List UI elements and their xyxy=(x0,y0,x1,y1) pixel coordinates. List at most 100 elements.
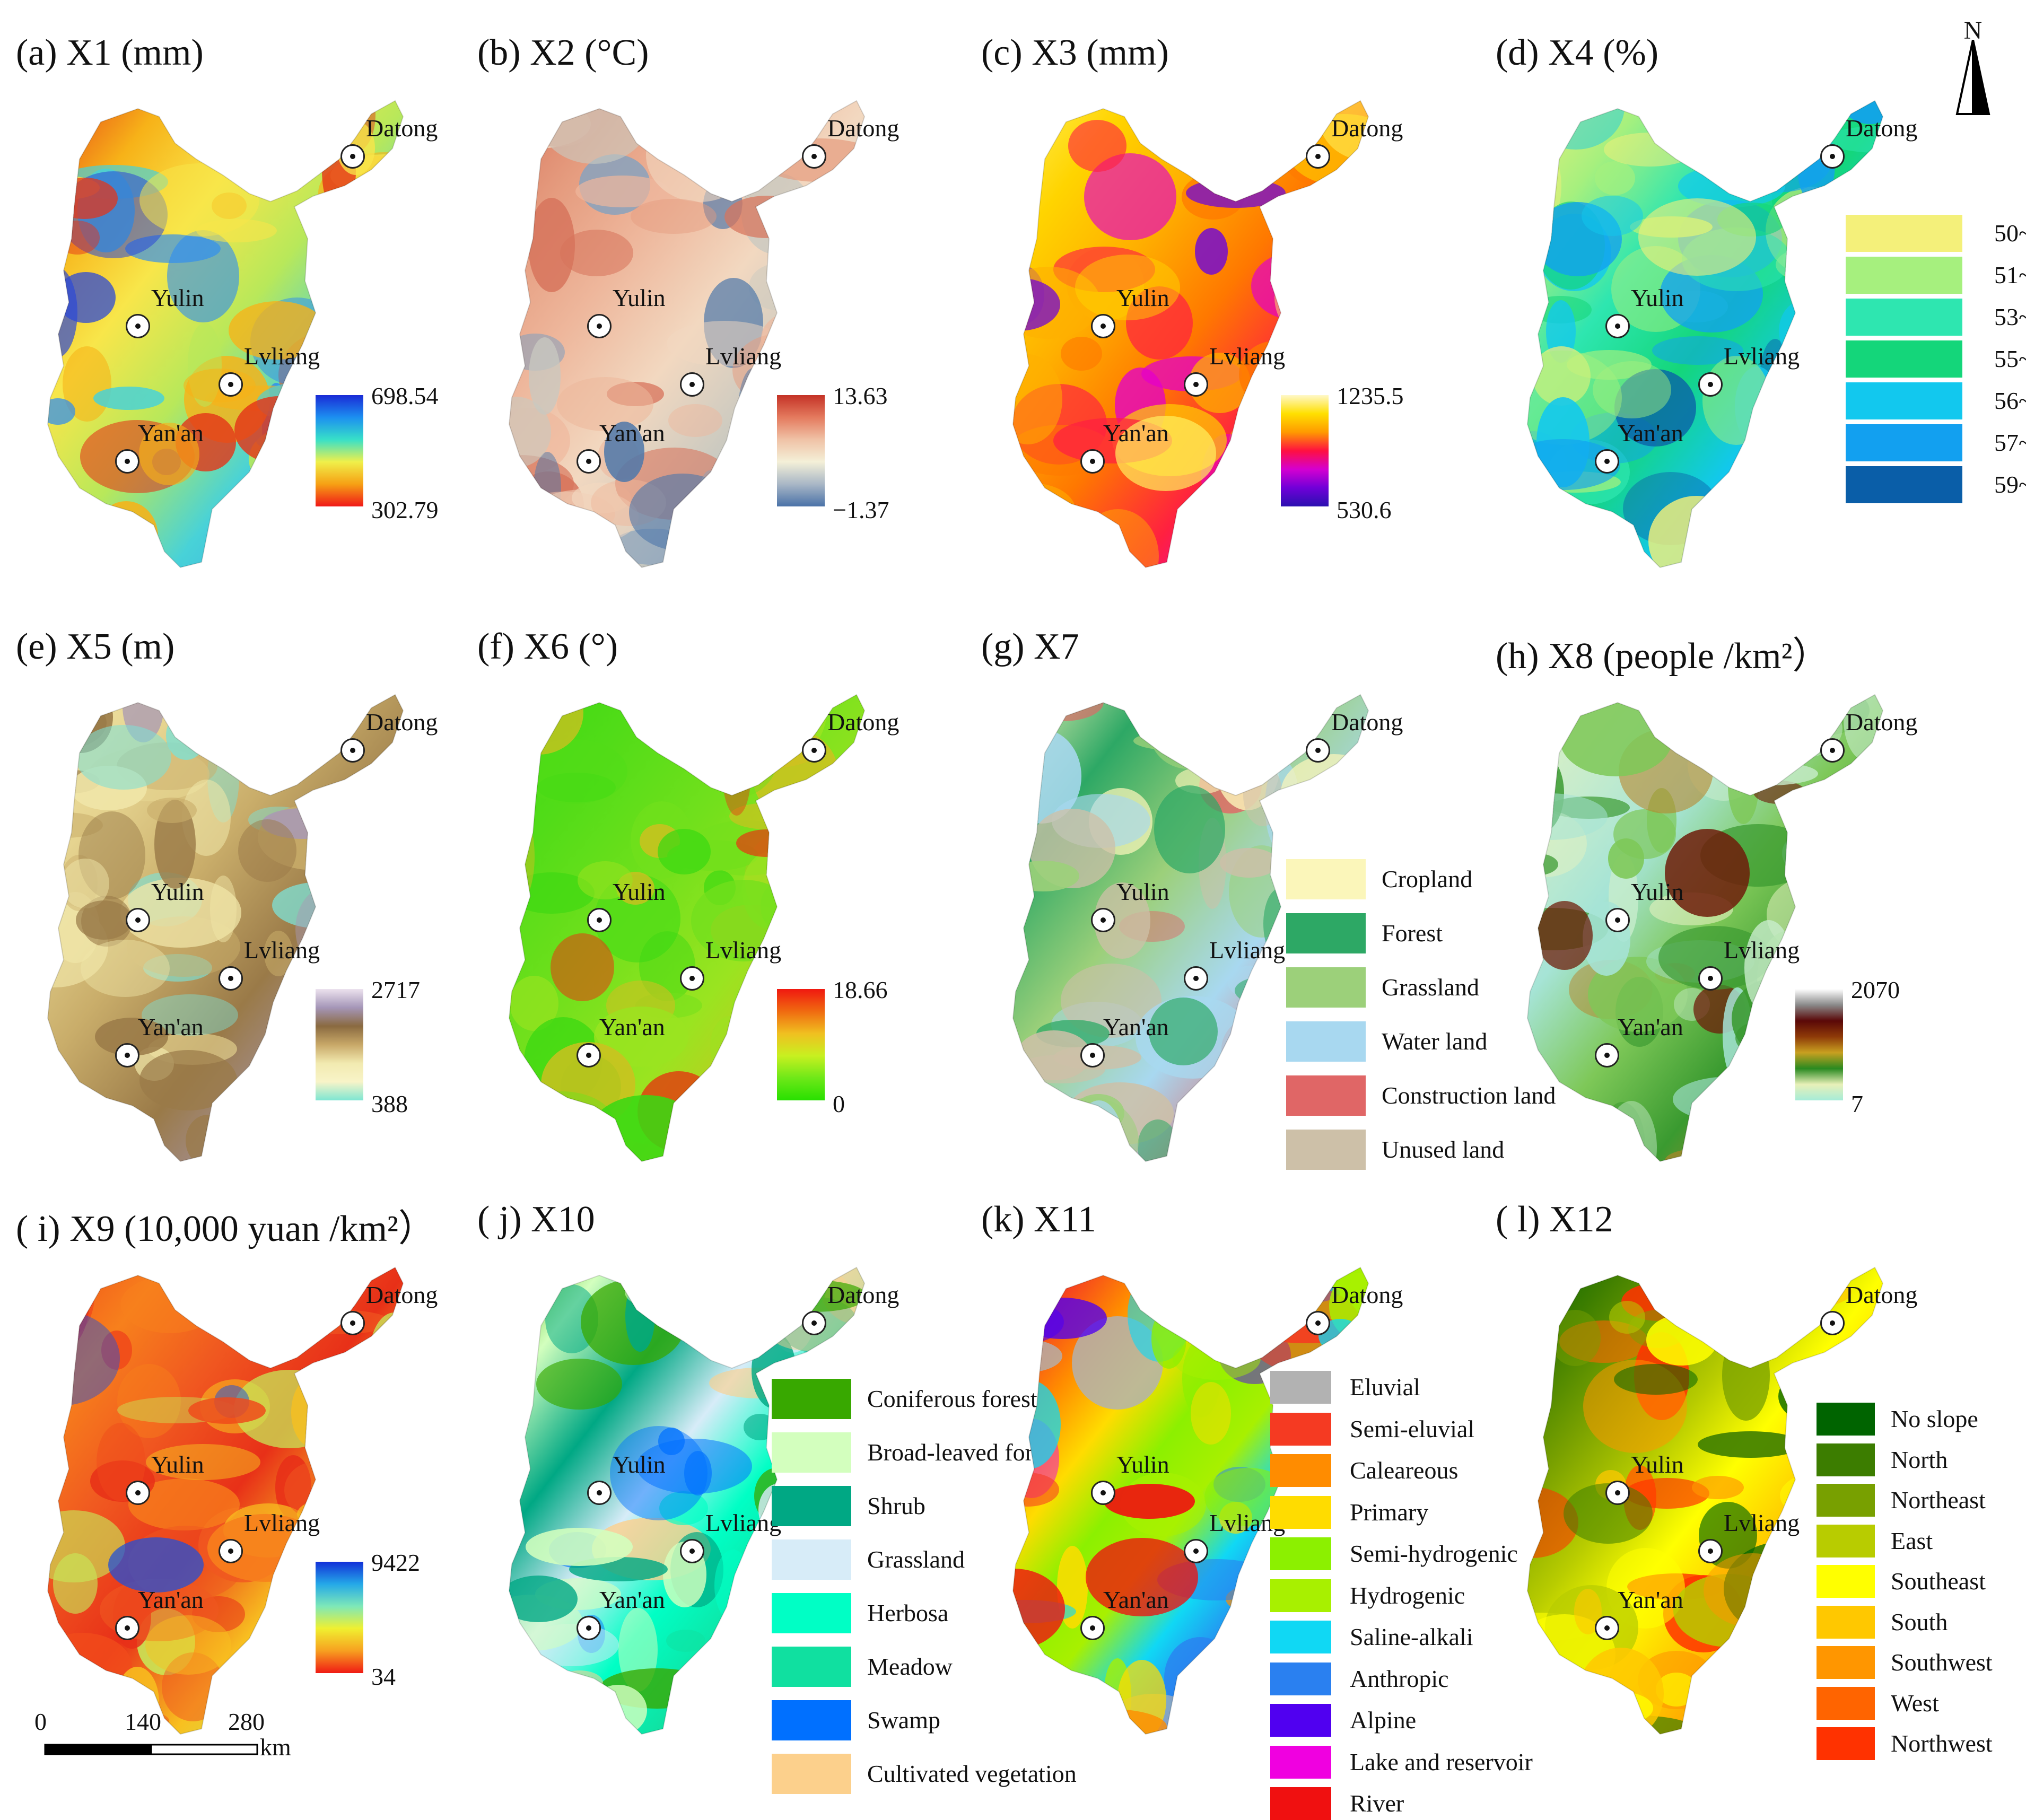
city-label: Yan'an xyxy=(138,419,204,447)
colorbar xyxy=(1281,395,1329,506)
city-marker-icon xyxy=(577,1043,601,1068)
region-map xyxy=(1012,100,1369,568)
panel-b: (b) X2 (°C) Yulin Datong Lvliang Yan'an 13.63… xyxy=(461,16,968,589)
city-marker-icon xyxy=(1080,1043,1105,1068)
city-label: Datong xyxy=(1846,115,1918,142)
legend-swatch xyxy=(1846,299,1962,336)
scale-tick-140: 140 xyxy=(125,1708,161,1735)
legend-swatch xyxy=(1846,257,1962,294)
legend-swatch xyxy=(1286,1021,1366,1062)
city-label: Yan'an xyxy=(599,1586,665,1613)
scale-bar-graphic xyxy=(44,1744,258,1755)
city-marker-icon xyxy=(680,966,704,991)
city-marker-icon xyxy=(802,144,826,169)
panel-title: (c) X3 (mm) xyxy=(981,32,1169,73)
city-label: Datong xyxy=(1331,708,1403,736)
city-label: Yan'an xyxy=(599,1013,665,1040)
legend-swatch xyxy=(1817,1686,1875,1720)
city-label: Yan'an xyxy=(138,1013,204,1040)
legend-label: Herbosa xyxy=(867,1599,949,1626)
legend-swatch xyxy=(1846,466,1962,503)
colorbar-max: 2070 xyxy=(1851,976,1900,1003)
panel-d: (d) X4 (%) Yulin Datong Lvliang Yan'an 50~51 5… xyxy=(1480,16,2026,589)
scale-bar: 0 140 280 km xyxy=(34,1708,316,1771)
legend-label: Water land xyxy=(1382,1028,1488,1055)
colorbar-min: 530.6 xyxy=(1337,496,1392,523)
colorbar xyxy=(316,1562,363,1673)
legend-label: 57~59 xyxy=(1994,429,2026,456)
city-label: Yan'an xyxy=(138,1586,204,1613)
city-label: Yulin xyxy=(613,284,666,311)
city-marker-icon xyxy=(577,1616,601,1640)
city-marker-icon xyxy=(1605,314,1630,338)
legend-swatch xyxy=(1286,967,1366,1008)
panel-c: (c) X3 (mm) Yulin Datong Lvliang Yan'an 1235.… xyxy=(965,16,1472,589)
city-label: Yulin xyxy=(613,878,666,905)
city-marker-icon xyxy=(1306,738,1330,763)
city-marker-icon xyxy=(1306,144,1330,169)
legend-swatch xyxy=(772,1486,851,1526)
city-marker-icon xyxy=(587,314,612,338)
legend-label: Southwest xyxy=(1891,1649,1993,1676)
legend-label: Lake and reservoir xyxy=(1350,1748,1533,1775)
city-marker-icon xyxy=(680,1539,704,1563)
city-marker-icon xyxy=(1595,449,1619,474)
region-map xyxy=(47,1266,404,1735)
scale-tick-0: 0 xyxy=(34,1708,47,1735)
panel-e: (e) X5 (m) Yulin Datong Lvliang Yan'an 2717 38… xyxy=(0,610,506,1183)
city-label: Lvliang xyxy=(244,343,320,370)
city-label: Yulin xyxy=(151,284,204,311)
legend-label: Forest xyxy=(1382,920,1443,947)
city-marker-icon xyxy=(1820,144,1845,169)
legend-swatch xyxy=(772,1379,851,1419)
legend-label: Shrub xyxy=(867,1492,925,1519)
city-label: Yan'an xyxy=(1618,1013,1683,1040)
legend-swatch xyxy=(772,1432,851,1473)
panel-title: ( j) X10 xyxy=(477,1199,595,1240)
legend-swatch xyxy=(1270,1704,1331,1737)
city-label: Yulin xyxy=(1631,284,1684,311)
legend-label: Semi-eluvial xyxy=(1350,1415,1475,1442)
legend-label: North xyxy=(1891,1446,1948,1473)
legend-swatch xyxy=(1817,1403,1875,1436)
legend-swatch xyxy=(1846,382,1962,419)
city-label: Yan'an xyxy=(1618,419,1683,447)
panel-title: (k) X11 xyxy=(981,1199,1097,1240)
city-label: Yulin xyxy=(151,878,204,905)
city-marker-icon xyxy=(1091,908,1115,932)
legend-swatch xyxy=(1817,1443,1875,1476)
legend-label: Northwest xyxy=(1891,1730,1993,1757)
north-arrow: N xyxy=(1946,16,1999,117)
city-marker-icon xyxy=(340,144,365,169)
colorbar-max: 1235.5 xyxy=(1337,382,1404,409)
city-marker-icon xyxy=(1698,1539,1723,1563)
legend-label: Southeast xyxy=(1891,1568,1986,1595)
legend-swatch xyxy=(772,1593,851,1633)
city-marker-icon xyxy=(587,908,612,932)
legend-swatch xyxy=(1286,1130,1366,1170)
city-marker-icon xyxy=(1820,1311,1845,1335)
city-label: Yan'an xyxy=(1103,419,1169,447)
legend-swatch xyxy=(1270,1371,1331,1404)
legend-swatch xyxy=(1817,1727,1875,1760)
panel-l: ( l) X12 Yulin Datong Lvliang Yan'an No slope… xyxy=(1480,1183,1993,1760)
region-map xyxy=(47,694,404,1162)
legend-swatch xyxy=(1817,1646,1875,1679)
legend-label: Meadow xyxy=(867,1653,953,1680)
city-label: Lvliang xyxy=(705,1509,782,1536)
city-marker-icon xyxy=(577,449,601,474)
legend-label: Northeast xyxy=(1891,1486,1986,1513)
legend-label: Coniferous forest xyxy=(867,1385,1037,1412)
panel-k: (k) X11 Yulin Datong Lvliang Yan'an Eluvial Se… xyxy=(965,1183,1533,1820)
legend-swatch xyxy=(1817,1484,1875,1517)
city-marker-icon xyxy=(680,372,704,397)
legend-swatch xyxy=(1286,913,1366,953)
legend-label: 55~56 xyxy=(1994,345,2026,372)
city-marker-icon xyxy=(126,314,150,338)
legend-swatch xyxy=(1270,1495,1331,1529)
legend-swatch xyxy=(1270,1537,1331,1570)
legend-label: Grassland xyxy=(867,1546,965,1573)
city-marker-icon xyxy=(1184,1539,1208,1563)
city-label: Datong xyxy=(827,1281,900,1308)
legend-label: East xyxy=(1891,1527,1933,1554)
